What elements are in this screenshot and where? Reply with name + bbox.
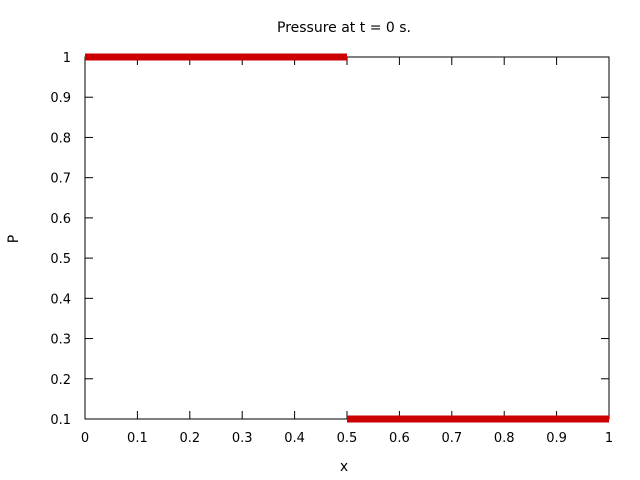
- x-tick-label: 0.7: [441, 431, 462, 446]
- x-tick-label: 0.2: [179, 431, 200, 446]
- x-tick-label: 0.3: [232, 431, 253, 446]
- y-tick-label: 0.5: [50, 252, 71, 267]
- series-layer: [85, 53, 609, 423]
- x-tick-label: 0.4: [284, 431, 305, 446]
- x-tick-label: 0.9: [546, 431, 567, 446]
- x-axis-label: x: [340, 459, 348, 475]
- chart-title: Pressure at t = 0 s.: [277, 20, 411, 36]
- x-tick-label: 0.8: [494, 431, 515, 446]
- axis-tick-labels: 0 0.1 0.2 0.3 0.4 0.5 0.6 0.7 0.8 0.9 1 0.1 0.2 0.3 0.…: [50, 51, 613, 446]
- x-tick-label: 1: [605, 431, 613, 446]
- x-tick-label: 0.6: [389, 431, 410, 446]
- y-tick-label: 0.6: [50, 212, 71, 227]
- x-tick-label: 0: [81, 431, 89, 446]
- y-tick-label: 0.2: [50, 373, 71, 388]
- x-tick-label: 0.1: [127, 431, 148, 446]
- y-tick-label: 0.9: [50, 91, 71, 106]
- y-axis-label: P: [6, 235, 22, 243]
- plot-frame: [84, 56, 610, 420]
- y-tick-label: 0.4: [50, 292, 71, 307]
- y-tick-label: 0.1: [50, 413, 71, 428]
- y-tick-label: 0.3: [50, 333, 71, 348]
- y-tick-label: 1: [63, 51, 71, 66]
- x-tick-label: 0.5: [337, 431, 358, 446]
- axis-ticks: [84, 56, 610, 420]
- y-tick-label: 0.7: [50, 172, 71, 187]
- y-tick-label: 0.8: [50, 131, 71, 146]
